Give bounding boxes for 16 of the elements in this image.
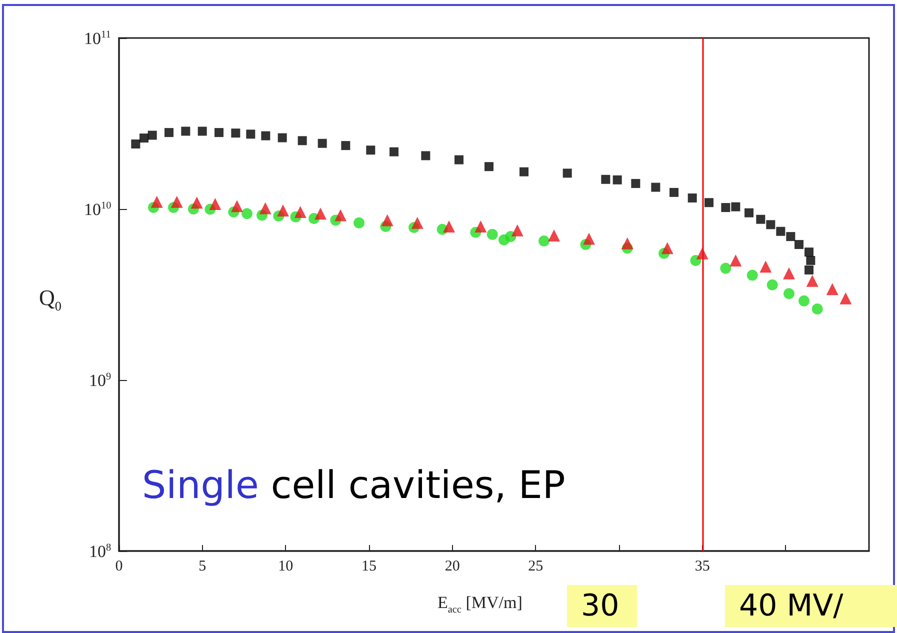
y-tick-label: 10$^{9}$	[89, 370, 112, 390]
annotation: Single cell cavities, EP	[142, 463, 566, 507]
x-tick-label: 5	[198, 558, 206, 574]
y-tick-label: 10$^{11}$	[84, 28, 111, 48]
x-tick-label: 35	[694, 558, 710, 574]
text: 40 MV/	[739, 588, 844, 624]
x-tick-label: 10	[278, 558, 294, 574]
text: 30	[581, 588, 620, 624]
y-tick-label: 10$^{10}$	[84, 200, 112, 218]
y-tick-label: 10$^{8}$	[89, 542, 112, 560]
x-tick-label: 25	[528, 558, 544, 574]
x-axis-title: E$_{acc}$ [MV/m]	[438, 593, 522, 616]
x-tick-label: 15	[362, 558, 376, 574]
x-tick-label: 0	[115, 558, 123, 574]
y-axis-title: Q$_{0}$	[39, 285, 62, 314]
x-tick-label: 20	[444, 558, 460, 574]
